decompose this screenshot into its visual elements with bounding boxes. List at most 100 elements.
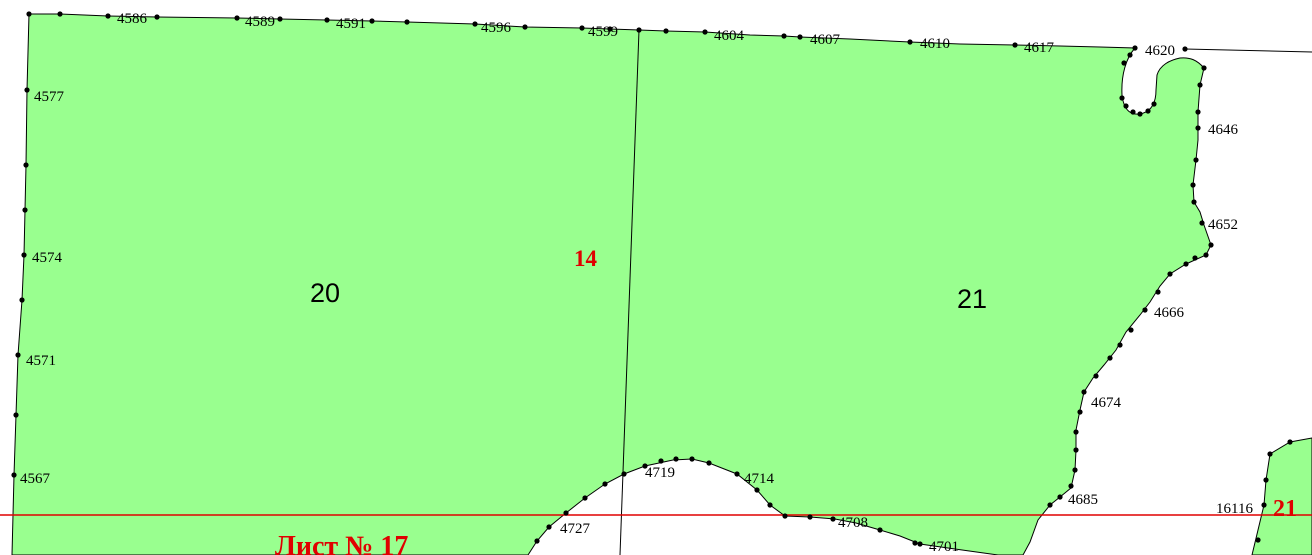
vertex-dots bbox=[11, 11, 1293, 547]
vertex-label: 4674 bbox=[1091, 395, 1122, 411]
vertex-dot bbox=[1255, 537, 1261, 543]
vertex-label: 4617 bbox=[1024, 40, 1055, 56]
vertex-dot bbox=[636, 27, 642, 33]
vertex-dot bbox=[1121, 60, 1127, 66]
vertex-dot bbox=[472, 21, 478, 27]
vertex-dot bbox=[673, 456, 679, 462]
vertex-label: 4604 bbox=[714, 28, 745, 44]
vertex-dot bbox=[621, 471, 627, 477]
vertex-dot bbox=[1203, 252, 1209, 258]
vertex-dot bbox=[579, 25, 585, 31]
vertex-dot bbox=[912, 540, 918, 546]
vertex-dot bbox=[404, 19, 410, 25]
vertex-dot bbox=[1077, 409, 1083, 415]
vertex-label: 4610 bbox=[920, 36, 950, 52]
vertex-dot bbox=[1151, 101, 1157, 107]
vertex-dot bbox=[1081, 389, 1087, 395]
vertex-dot bbox=[154, 14, 160, 20]
vertex-dot bbox=[24, 87, 30, 93]
vertex-dot bbox=[15, 352, 21, 358]
vertex-dot bbox=[663, 28, 669, 34]
vertex-label: 4567 bbox=[20, 471, 51, 487]
vertex-dot bbox=[13, 412, 19, 418]
internal-boundary-line bbox=[619, 29, 640, 555]
vertex-dot bbox=[57, 11, 63, 17]
vertex-label: 4685 bbox=[1068, 492, 1098, 508]
vertex-dot bbox=[1267, 451, 1273, 457]
sheet-label: Лист № 17 bbox=[275, 531, 408, 555]
vertex-label: 4574 bbox=[32, 250, 63, 266]
vertex-dot bbox=[1107, 355, 1113, 361]
vertex-label: 4708 bbox=[838, 515, 868, 531]
vertex-dot bbox=[782, 513, 788, 519]
vertex-dot bbox=[1117, 342, 1123, 348]
vertex-dot bbox=[1191, 199, 1197, 205]
vertex-dot bbox=[19, 297, 25, 303]
vertex-dot bbox=[1132, 45, 1138, 51]
vertex-dot bbox=[830, 516, 836, 522]
vertex-dot bbox=[807, 514, 813, 520]
vertex-dot bbox=[1145, 108, 1151, 114]
vertex-label: 4646 bbox=[1208, 122, 1239, 138]
vertex-dot bbox=[1155, 289, 1161, 295]
parcel-label-20: 20 bbox=[310, 278, 340, 308]
vertex-label: 4652 bbox=[1208, 217, 1238, 233]
vertex-label: 4596 bbox=[481, 20, 512, 36]
parcel-label-21: 21 bbox=[957, 284, 987, 314]
vertex-dot bbox=[1123, 103, 1129, 109]
vertex-dot bbox=[607, 26, 613, 32]
vertex-dot bbox=[797, 34, 803, 40]
vertex-dot bbox=[1167, 271, 1173, 277]
vertex-dot bbox=[21, 252, 27, 258]
vertex-label: 4571 bbox=[26, 353, 56, 369]
vertex-label: 4607 bbox=[810, 32, 841, 48]
vertex-dot bbox=[754, 487, 760, 493]
vertex-dot bbox=[1199, 220, 1205, 226]
vertex-dot bbox=[1287, 439, 1293, 445]
vertex-dot bbox=[602, 481, 608, 487]
vertex-label: 4599 bbox=[588, 24, 618, 40]
vertex-dot bbox=[1137, 111, 1143, 117]
vertex-dot bbox=[563, 510, 569, 516]
vertex-dot bbox=[658, 458, 664, 464]
vertex-dot bbox=[1197, 82, 1203, 88]
vertex-dot bbox=[917, 541, 923, 547]
vertex-dot bbox=[1263, 477, 1269, 483]
vertex-dot bbox=[11, 472, 17, 478]
neighbor-block-label: 21 bbox=[1273, 496, 1297, 522]
vertex-dot bbox=[534, 538, 540, 544]
vertex-dot bbox=[324, 17, 330, 23]
vertex-dot bbox=[1182, 46, 1188, 52]
vertex-label: 4586 bbox=[117, 11, 148, 27]
vertex-dot bbox=[907, 39, 913, 45]
vertex-label: 4701 bbox=[929, 539, 959, 555]
vertex-dot bbox=[23, 162, 29, 168]
vertex-dot bbox=[1068, 483, 1074, 489]
vertex-dot bbox=[689, 456, 695, 462]
vertex-dot bbox=[522, 24, 528, 30]
vertex-dot bbox=[1192, 255, 1198, 261]
vertex-dot bbox=[1195, 109, 1201, 115]
vertex-dot bbox=[277, 16, 283, 22]
parcel-region[interactable] bbox=[11, 13, 1212, 555]
vertex-dot bbox=[582, 495, 588, 501]
vertex-dot bbox=[1073, 447, 1079, 453]
vertex-dot bbox=[1130, 109, 1136, 115]
vertex-dot bbox=[1072, 467, 1078, 473]
vertex-dot bbox=[1195, 125, 1201, 131]
vertex-dot bbox=[1193, 157, 1199, 163]
vertex-dot bbox=[26, 11, 32, 17]
vertex-dot bbox=[1128, 327, 1134, 333]
vertex-dot bbox=[1142, 307, 1148, 313]
vertex-dot bbox=[1047, 502, 1053, 508]
vertex-dot bbox=[1201, 65, 1207, 71]
vertex-dot bbox=[1208, 242, 1214, 248]
vertex-dot bbox=[702, 29, 708, 35]
vertex-label: 4589 bbox=[245, 14, 275, 30]
vertex-label: 4714 bbox=[744, 471, 775, 487]
vertex-dot bbox=[1119, 95, 1125, 101]
vertex-dot bbox=[1012, 42, 1018, 48]
vertex-dot bbox=[234, 15, 240, 21]
vertex-dot bbox=[1190, 182, 1196, 188]
